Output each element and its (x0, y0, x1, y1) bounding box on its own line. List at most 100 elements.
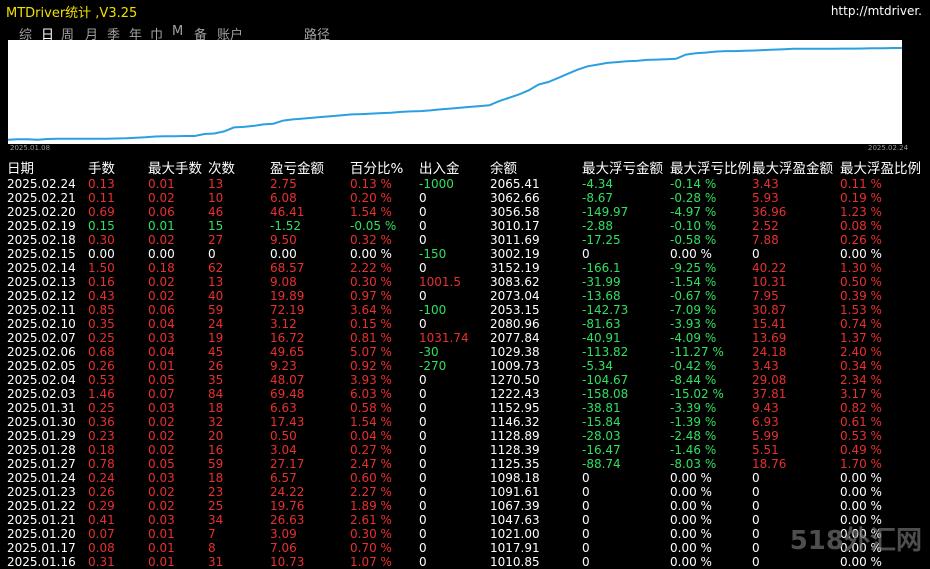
cell-11: 2.34 % (840, 373, 882, 387)
cell-8: -31.99 (582, 275, 621, 289)
cell-8: -149.97 (582, 205, 629, 219)
tab-1[interactable]: 日 (41, 28, 55, 43)
cell-5: 0.27 % (350, 443, 392, 457)
cell-1: 0.26 (88, 359, 115, 373)
cell-1: 0.13 (88, 177, 115, 191)
cell-3: 0 (208, 247, 216, 261)
cell-11: 3.17 % (840, 387, 882, 401)
cell-10: 30.87 (752, 303, 787, 317)
table-row: 2025.02.04 0.53 0.05 35 48.07 3.93 % 0 1270.50 -… (7, 373, 921, 387)
table-row: 2025.02.20 0.69 0.06 46 46.41 1.54 % 0 3056.58 -… (7, 205, 921, 219)
tab-5[interactable]: 年 (129, 28, 143, 43)
cell-6: 0 (419, 499, 427, 513)
cell-3: 84 (208, 387, 224, 401)
cell-4: 2.75 (270, 177, 297, 191)
cell-7: 1021.00 (490, 527, 540, 541)
cell-4: 24.22 (270, 485, 305, 499)
cell-0: 2025.02.19 (7, 219, 76, 233)
cell-7: 1047.63 (490, 513, 540, 527)
cell-9: -0.28 % (670, 191, 717, 205)
cell-0: 2025.02.15 (7, 247, 76, 261)
cell-1: 0.11 (88, 191, 115, 205)
cell-0: 2025.02.14 (7, 261, 76, 275)
table-row: 2025.01.21 0.41 0.03 34 26.63 2.61 % 0 1047.63 0… (7, 513, 921, 527)
chart-start-date: 2025.01.08 (10, 144, 51, 152)
cell-1: 0.24 (88, 471, 115, 485)
cell-11: 1.37 % (840, 331, 882, 345)
cell-10: 10.31 (752, 275, 787, 289)
cell-0: 2025.01.23 (7, 485, 76, 499)
cell-10: 0 (752, 513, 760, 527)
cell-8: 0 (582, 555, 590, 569)
cell-1: 0.15 (88, 219, 115, 233)
cell-6: 1031.74 (419, 331, 469, 345)
cell-11: 0.26 % (840, 233, 882, 247)
cell-9: 0.00 % (670, 513, 712, 527)
cell-5: 1.89 % (350, 499, 392, 513)
table-row: 2025.01.23 0.26 0.02 23 24.22 2.27 % 0 1091.61 0… (7, 485, 921, 499)
cell-11: 0.34 % (840, 359, 882, 373)
cell-10: 0 (752, 499, 760, 513)
cell-11: 0.53 % (840, 429, 882, 443)
cell-2: 0.02 (148, 275, 175, 289)
tab-8[interactable]: 备 (194, 28, 208, 43)
cell-4: 3.09 (270, 527, 297, 541)
cell-5: 5.07 % (350, 345, 392, 359)
cell-1: 0.31 (88, 555, 115, 569)
tab-0[interactable]: 综 (19, 28, 33, 43)
cell-11: 0.49 % (840, 443, 882, 457)
cell-7: 2077.84 (490, 331, 540, 345)
cell-4: 0.00 (270, 247, 297, 261)
cell-2: 0.01 (148, 541, 175, 555)
tab-10[interactable]: 路径 (304, 28, 331, 43)
cell-0: 2025.01.27 (7, 457, 76, 471)
cell-3: 31 (208, 555, 224, 569)
table-row: 2025.01.17 0.08 0.01 8 7.06 0.70 % 0 1017.91 0 0.… (7, 541, 921, 555)
cell-3: 7 (208, 527, 216, 541)
tab-3[interactable]: 月 (85, 28, 99, 43)
cell-10: 9.43 (752, 401, 779, 415)
cell-2: 0.03 (148, 471, 175, 485)
cell-1: 0.25 (88, 401, 115, 415)
col-header-6: 出入金 (419, 161, 460, 177)
cell-8: -13.68 (582, 289, 621, 303)
cell-5: 2.22 % (350, 261, 392, 275)
cell-3: 25 (208, 499, 224, 513)
cell-2: 0.02 (148, 499, 175, 513)
tab-6[interactable]: 巾 (150, 28, 164, 43)
cell-1: 0.00 (88, 247, 115, 261)
cell-7: 2080.96 (490, 317, 540, 331)
tab-7[interactable]: M (172, 24, 184, 39)
cell-5: 3.64 % (350, 303, 392, 317)
cell-1: 0.85 (88, 303, 115, 317)
cell-2: 0.01 (148, 359, 175, 373)
cell-2: 0.03 (148, 513, 175, 527)
cell-3: 62 (208, 261, 224, 275)
cell-7: 1152.95 (490, 401, 540, 415)
cell-0: 2025.01.24 (7, 471, 76, 485)
table-row: 2025.01.29 0.23 0.02 20 0.50 0.04 % 0 1128.89 -2… (7, 429, 921, 443)
cell-3: 8 (208, 541, 216, 555)
cell-8: -104.67 (582, 373, 629, 387)
cell-0: 2025.01.16 (7, 555, 76, 569)
cell-7: 3062.66 (490, 191, 540, 205)
cell-10: 36.96 (752, 205, 787, 219)
cell-8: -158.08 (582, 387, 629, 401)
cell-8: -113.82 (582, 345, 629, 359)
tab-9[interactable]: 账户 (217, 28, 244, 43)
tab-2[interactable]: 周 (61, 28, 75, 43)
cell-5: 0.13 % (350, 177, 392, 191)
cell-7: 1128.89 (490, 429, 540, 443)
cell-10: 0 (752, 555, 760, 569)
tab-4[interactable]: 季 (107, 28, 121, 43)
cell-5: 2.27 % (350, 485, 392, 499)
table-row: 2025.02.15 0.00 0.00 0 0.00 0.00 % -150 3002.19… (7, 247, 921, 261)
col-header-1: 手数 (88, 161, 115, 177)
cell-11: 0.00 % (840, 541, 882, 555)
cell-10: 0 (752, 471, 760, 485)
cell-4: 0.50 (270, 429, 297, 443)
table-row: 2025.02.18 0.30 0.02 27 9.50 0.32 % 0 3011.69 -1… (7, 233, 921, 247)
cell-0: 2025.02.06 (7, 345, 76, 359)
cell-5: 6.03 % (350, 387, 392, 401)
table-row: 2025.02.24 0.13 0.01 13 2.75 0.13 % -1000 2065.… (7, 177, 921, 191)
